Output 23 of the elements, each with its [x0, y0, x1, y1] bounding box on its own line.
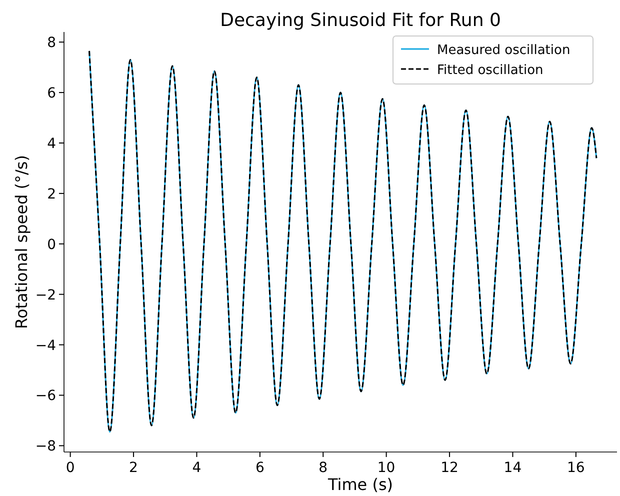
y-tick-label: 8: [47, 35, 56, 52]
x-axis-title: Time (s): [326, 475, 394, 494]
x-tick-label: 12: [440, 460, 458, 476]
y-tick-label: −4: [35, 338, 56, 354]
legend-label: Measured oscillation: [437, 43, 570, 58]
legend-label: Fitted oscillation: [437, 63, 544, 78]
x-tick-label: 14: [504, 460, 522, 476]
x-tick-label: 6: [255, 460, 264, 476]
y-tick-label: 2: [47, 186, 56, 202]
y-tick-label: −8: [35, 438, 56, 455]
x-tick-label: 10: [377, 460, 396, 476]
x-tick-label: 16: [567, 460, 585, 476]
y-axis-title: Rotational speed (°/s): [12, 155, 31, 329]
y-tick-label: −6: [35, 388, 56, 404]
chart-title: Decaying Sinusoid Fit for Run 0: [220, 10, 501, 31]
x-tick-label: 2: [129, 460, 138, 476]
x-tick-label: 4: [192, 460, 202, 476]
x-tick-label: 0: [66, 460, 75, 476]
x-tick-label: 8: [318, 460, 328, 476]
y-tick-label: 4: [47, 136, 56, 152]
y-tick-label: 0: [47, 236, 56, 253]
y-tick-label: 6: [47, 86, 56, 102]
y-tick-label: −2: [35, 287, 56, 304]
